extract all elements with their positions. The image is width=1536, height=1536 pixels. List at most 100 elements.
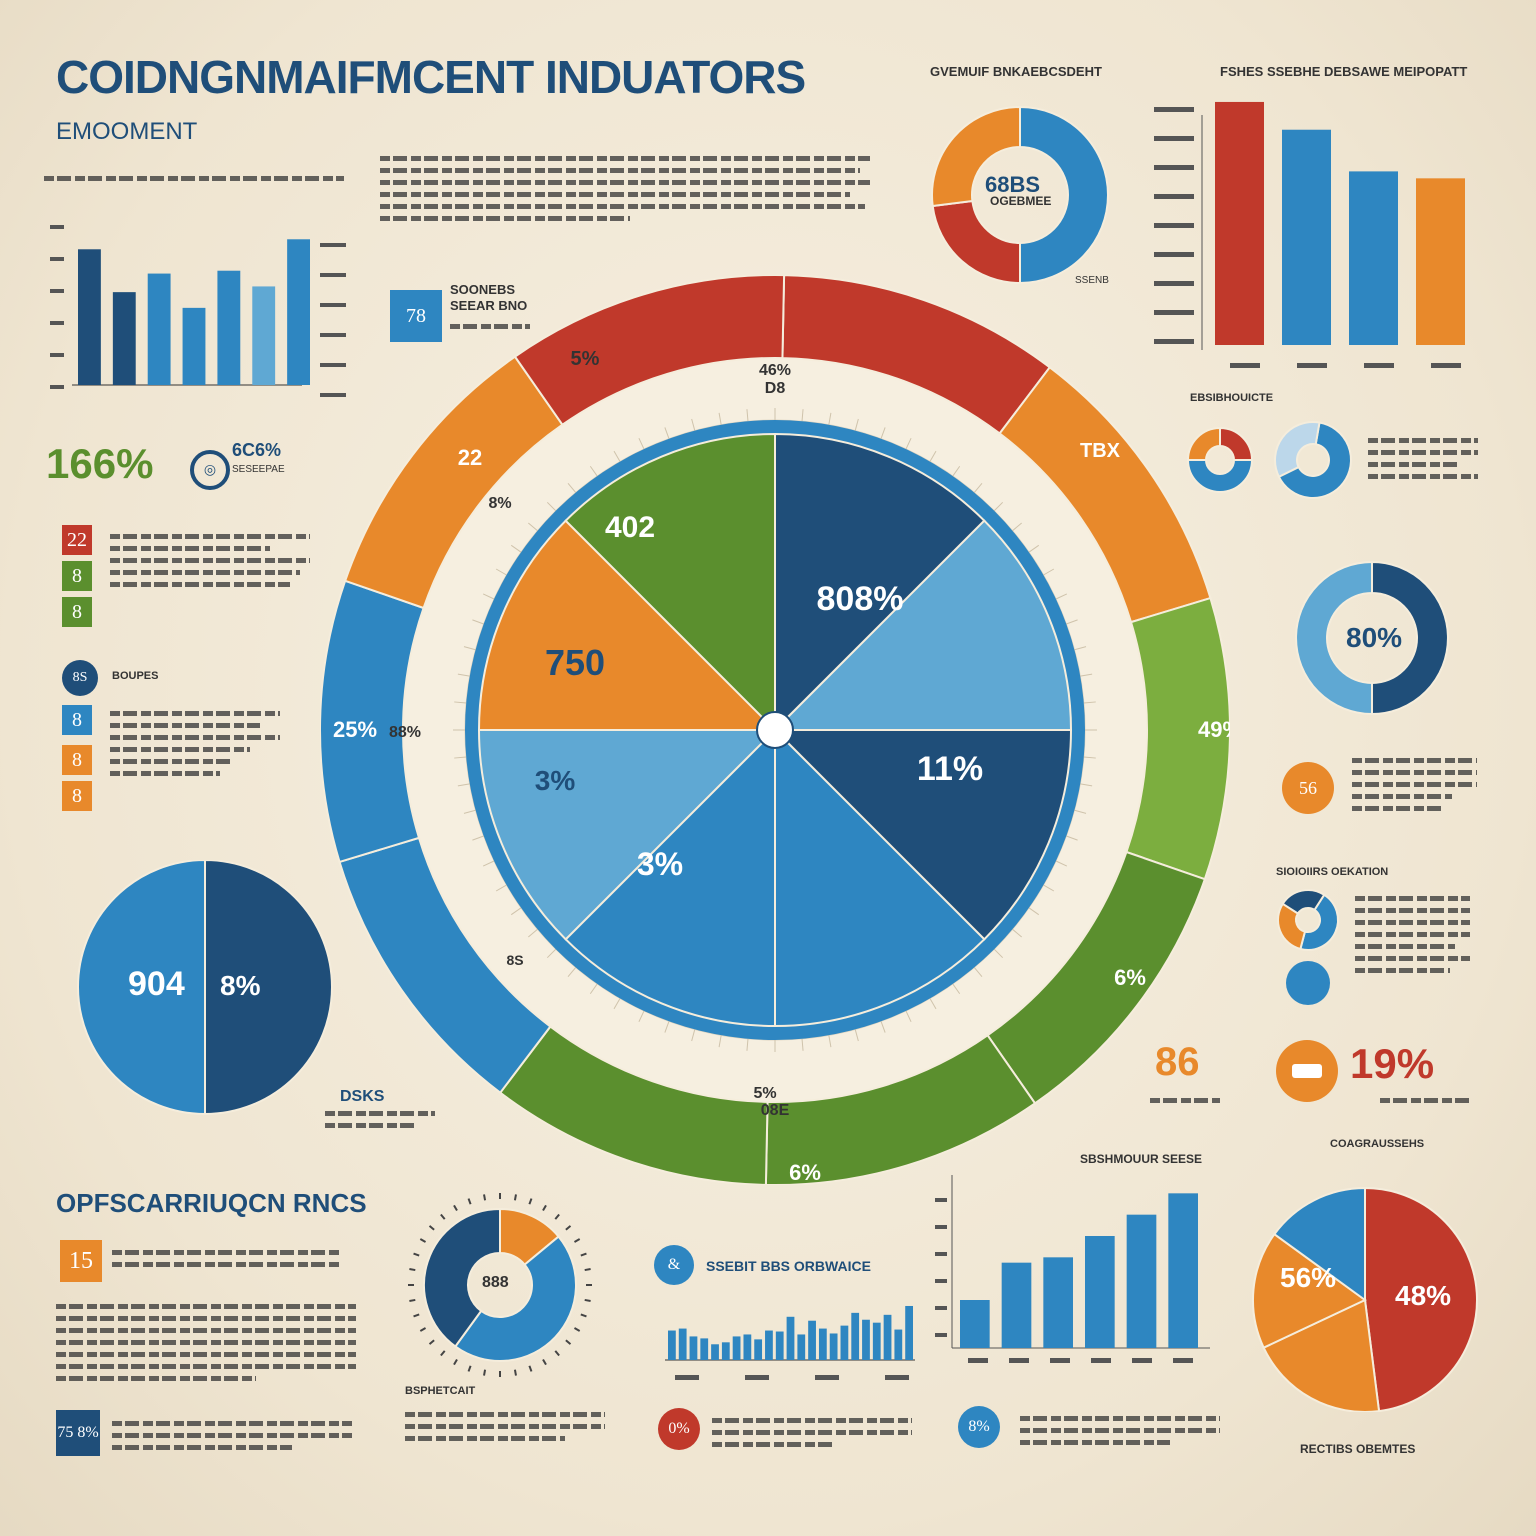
bottom-pie-foot: RECTIBS OBEMTES bbox=[1300, 1442, 1416, 1456]
wheel-label-red-22: 22 bbox=[458, 445, 482, 470]
wheel-tick-26 bbox=[567, 967, 577, 977]
small-circle-2-slice-0 bbox=[1277, 421, 1352, 499]
mini-bar-10 bbox=[775, 1331, 784, 1360]
growth-bars-head: SBSHMOUUR SEESE bbox=[1080, 1152, 1203, 1166]
bottom-ring-tick-13 bbox=[440, 1350, 446, 1357]
bar1-ytick-2 bbox=[320, 303, 346, 307]
bottom-ring-tick-28 bbox=[513, 1194, 517, 1201]
wheel-tick-37 bbox=[454, 701, 467, 704]
wheel-tick-14 bbox=[880, 1021, 886, 1033]
top-donut-slice-1 bbox=[931, 199, 1021, 285]
bar1-bar-1 bbox=[112, 292, 136, 385]
wheel-label-inner-11: 11% bbox=[917, 750, 983, 788]
right-86-value: 86 bbox=[1155, 1040, 1200, 1084]
wheel-tick-23 bbox=[638, 1010, 645, 1023]
bottom-section-title: OPFSCARRIUQCN RNCS bbox=[56, 1188, 367, 1218]
wheel-tick-62 bbox=[973, 483, 983, 493]
bottom-ring-tick-2 bbox=[580, 1313, 587, 1318]
wheel-tick-53 bbox=[746, 409, 749, 422]
wheel-tick-31 bbox=[482, 860, 495, 867]
bottom-red-badge: 0% bbox=[658, 1408, 700, 1450]
growth-xtick-4 bbox=[1132, 1358, 1152, 1363]
bottom-ring-tick-1 bbox=[584, 1298, 591, 1302]
wheel-tick-49 bbox=[638, 437, 645, 450]
bar1-ytick-left-3 bbox=[50, 321, 64, 325]
bottom-ring-tick-10 bbox=[483, 1369, 487, 1376]
right-80-value: 80% bbox=[1346, 622, 1403, 653]
wheel-tick-59 bbox=[905, 437, 912, 450]
wheel-label-bottom-6: 6% bbox=[789, 1160, 821, 1185]
wheel-tick-33 bbox=[463, 809, 476, 814]
wheel-tick-20 bbox=[718, 1035, 722, 1048]
wheel-tick-61 bbox=[952, 465, 961, 477]
bar1-ytick-left-4 bbox=[50, 353, 64, 357]
badge-15-text bbox=[112, 1244, 342, 1274]
wheel-tick-70 bbox=[1080, 673, 1093, 677]
bar2-ytick-8 bbox=[1154, 339, 1194, 344]
bourses-label: BOUPES bbox=[112, 670, 159, 682]
wheel-inner-slice-1 bbox=[772, 519, 1073, 731]
bar1-ytick-4 bbox=[320, 363, 346, 367]
bottom-ring-tick-6 bbox=[542, 1358, 547, 1366]
bottom-ring-tick-25 bbox=[467, 1198, 472, 1205]
wheel-tick-58 bbox=[880, 427, 886, 439]
wheel-tick-11 bbox=[952, 983, 961, 995]
blue-badge-lines bbox=[450, 318, 530, 336]
wheel-tick-7 bbox=[1028, 907, 1040, 916]
bourses-badge: 8S bbox=[62, 660, 98, 696]
growth-ytick-2 bbox=[935, 1252, 947, 1256]
bottom-ring-tick-26 bbox=[483, 1194, 487, 1201]
square-list-a-text bbox=[110, 528, 310, 594]
bar1-ytick-0 bbox=[320, 243, 346, 247]
wheel-tick-27 bbox=[546, 948, 557, 959]
bottom-ring-tick-30 bbox=[542, 1204, 547, 1212]
bar-chart-2 bbox=[1154, 101, 1465, 368]
wheel-tick-1 bbox=[1083, 756, 1096, 759]
mini-bar-6 bbox=[732, 1336, 741, 1360]
right-icon-1-slice-2 bbox=[1281, 889, 1326, 915]
bar2-ytick-5 bbox=[1154, 252, 1194, 257]
growth-ytick-4 bbox=[935, 1306, 947, 1310]
wheel-tick-40 bbox=[472, 619, 484, 625]
wheel-tick-16 bbox=[828, 1035, 832, 1048]
big-left-value-2: 8% bbox=[220, 970, 261, 1001]
stat-166-desc: SESEEPAE bbox=[232, 464, 285, 475]
right-80-donut bbox=[1295, 560, 1449, 716]
right-orange-badge: 56 bbox=[1282, 762, 1334, 814]
growth-bar-4 bbox=[1126, 1214, 1157, 1348]
small-circle-1-slice-2 bbox=[1219, 426, 1254, 461]
mini-bars-title: SSEBIT BBS ORBWAICE bbox=[706, 1258, 871, 1274]
right-icon-donuts bbox=[1277, 889, 1339, 1005]
square-b-1: 8 bbox=[62, 705, 92, 735]
mini-bar-chart bbox=[665, 1305, 915, 1380]
wheel-label-red-5: 5% bbox=[571, 348, 600, 370]
wheel-label-left-small-1: 88% bbox=[389, 724, 421, 741]
mini-bar-5 bbox=[721, 1342, 730, 1360]
top-donut-slice-0 bbox=[1019, 105, 1109, 285]
square-a-3: 8 bbox=[62, 597, 92, 627]
mini-bar-11 bbox=[786, 1316, 795, 1360]
bottom-ring-tick-21 bbox=[419, 1238, 427, 1243]
right-80-slice-0 bbox=[1371, 560, 1449, 716]
small-circles-text bbox=[1368, 432, 1478, 486]
wheel-inner-slice-6 bbox=[477, 519, 778, 731]
right-icon-1-slice-1 bbox=[1277, 902, 1307, 951]
bar2-xtick-2 bbox=[1364, 363, 1394, 368]
mini-bar-0 bbox=[668, 1330, 676, 1360]
bar2-ytick-1 bbox=[1154, 136, 1194, 141]
bar1-ytick-1 bbox=[320, 273, 346, 277]
bar2-ytick-0 bbox=[1154, 107, 1194, 112]
bottom-ring-slice-2 bbox=[423, 1207, 501, 1348]
big-left-value: 904 bbox=[128, 965, 185, 1003]
mini-bars-badge: & bbox=[654, 1245, 694, 1285]
wheel-tick-65 bbox=[1028, 544, 1040, 553]
wheel-inner-slice-5 bbox=[477, 729, 778, 941]
wheel-tick-19 bbox=[746, 1038, 749, 1051]
bottom-ring-tick-8 bbox=[513, 1369, 517, 1376]
bar2-ytick-2 bbox=[1154, 165, 1194, 170]
bottom-ring-tick-33 bbox=[573, 1238, 581, 1243]
square-list-b: 8 8 8 bbox=[62, 705, 92, 811]
wheel-tick-38 bbox=[457, 673, 470, 677]
square-a-1: 22 bbox=[62, 525, 92, 555]
bottom-pie-head: COAGRAUSSEHS bbox=[1330, 1138, 1425, 1150]
